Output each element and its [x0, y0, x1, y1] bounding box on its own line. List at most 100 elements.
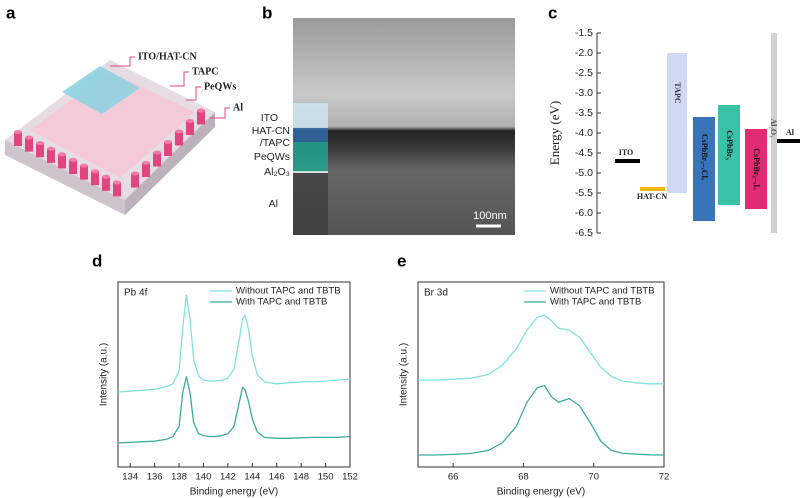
sem-image	[293, 18, 515, 235]
annotation: Br 3d	[424, 288, 448, 299]
pillar-top	[175, 129, 183, 134]
pillar	[36, 143, 44, 158]
energy-band	[718, 105, 740, 205]
x-tick-label: 66	[448, 472, 459, 483]
tapc-layer	[30, 72, 195, 178]
pillar-top	[80, 163, 88, 168]
leader-line	[110, 56, 135, 67]
y-tick-label: -3.0	[575, 87, 593, 99]
y-tick-label: -6.0	[575, 207, 593, 219]
energy-band	[745, 129, 767, 209]
y-tick-label: -4.5	[575, 147, 593, 159]
y-axis-label: Intensity (a.u.)	[399, 343, 410, 406]
schematic-label: PeQWs	[204, 81, 236, 92]
x-tick-label: 152	[342, 472, 358, 483]
pillar	[164, 142, 172, 156]
pillar	[102, 176, 110, 191]
x-tick-label: 146	[269, 472, 285, 483]
y-tick-label: -5.5	[575, 187, 593, 199]
pillar-top	[113, 180, 121, 185]
panel-label: e	[397, 251, 406, 270]
series-line	[418, 384, 665, 456]
pillar	[58, 154, 66, 169]
layer-label: Al₂O₃	[264, 166, 290, 178]
pillar-top	[36, 141, 44, 146]
x-tick-label: 138	[171, 472, 187, 483]
layer-label: PeQWs	[254, 151, 290, 163]
pillar	[197, 110, 205, 125]
pillar	[14, 132, 22, 146]
pillar	[91, 171, 99, 186]
annotation: Pb 4f	[124, 288, 148, 299]
leader-line	[210, 107, 230, 119]
x-tick-label: 144	[244, 472, 260, 483]
pillar-top	[47, 146, 55, 151]
band-label: Al₂O₃	[769, 118, 778, 138]
pillar	[175, 131, 183, 146]
ito-overlay	[293, 103, 328, 128]
x-axis-label: Binding energy (eV)	[497, 487, 585, 498]
pillar	[47, 148, 55, 163]
pillar-top	[25, 135, 33, 140]
panel-label: a	[6, 3, 16, 22]
y-axis-label: Intensity (a.u.)	[99, 343, 110, 406]
pillar	[80, 165, 88, 180]
legend-label: With TAPC and TBTB	[236, 297, 327, 308]
x-tick-label: 72	[659, 472, 670, 483]
pillar-top	[91, 169, 99, 174]
pillar-top	[58, 152, 66, 157]
y-tick-label: -3.5	[575, 107, 593, 119]
energy-band	[771, 33, 777, 233]
level-label: Al	[786, 128, 795, 137]
level-label: ITO	[619, 148, 634, 157]
pillar-top	[102, 174, 110, 179]
x-axis-label: Binding energy (eV)	[190, 487, 278, 498]
ito-layer	[62, 66, 140, 114]
scale-bar-label: 100nm	[473, 210, 507, 222]
pillar-top	[197, 108, 205, 113]
y-axis-label: Energy (eV)	[547, 101, 562, 165]
htl-overlay	[293, 128, 328, 142]
pillar-top	[14, 130, 22, 134]
panel-label: c	[548, 3, 557, 22]
pillar-top	[131, 171, 139, 176]
pillar	[25, 137, 33, 152]
substrate-side	[5, 140, 125, 215]
schematic-label: TAPC	[192, 66, 218, 77]
legend-label: Without TAPC and TBTB	[236, 286, 341, 297]
substrate-side	[125, 112, 215, 215]
band-label: CsPbBr₃₋ₓClₓ	[700, 134, 709, 181]
layer-label: /TAPC	[260, 137, 291, 149]
y-tick-label: -2.0	[575, 47, 593, 59]
y-tick-label: -4.0	[575, 127, 593, 139]
y-tick-label: -2.5	[575, 67, 593, 79]
pillar	[142, 163, 150, 177]
schematic-label: ITO/HAT-CN	[138, 51, 197, 62]
y-tick-label: -1.5	[575, 27, 593, 39]
pillar	[186, 121, 194, 135]
pillar	[113, 182, 121, 197]
x-tick-label: 136	[147, 472, 163, 483]
band-label: TAPC	[673, 82, 682, 103]
x-tick-label: 134	[122, 472, 138, 483]
energy-band	[667, 53, 687, 193]
energy-band	[693, 117, 715, 221]
x-tick-label: 70	[588, 472, 599, 483]
x-tick-label: 142	[220, 472, 236, 483]
pillar	[131, 173, 139, 188]
peqw-overlay	[293, 142, 328, 172]
pillar-top	[164, 140, 172, 144]
pillar-top	[69, 158, 77, 162]
device-schematic: ITO/HAT-CN TAPC PeQWs Al	[5, 51, 243, 215]
legend-label: With TAPC and TBTB	[550, 297, 641, 308]
band-label: CsPbBr₃	[725, 130, 734, 160]
al-overlay	[293, 173, 328, 235]
series-line	[418, 314, 664, 385]
pillar-top	[153, 150, 161, 155]
level-label: HAT-CN	[637, 192, 667, 201]
panel-label: d	[92, 251, 102, 270]
y-tick-label: -5.0	[575, 167, 593, 179]
plot-frame	[417, 281, 665, 468]
series-line	[117, 294, 351, 393]
pillar	[69, 160, 77, 174]
